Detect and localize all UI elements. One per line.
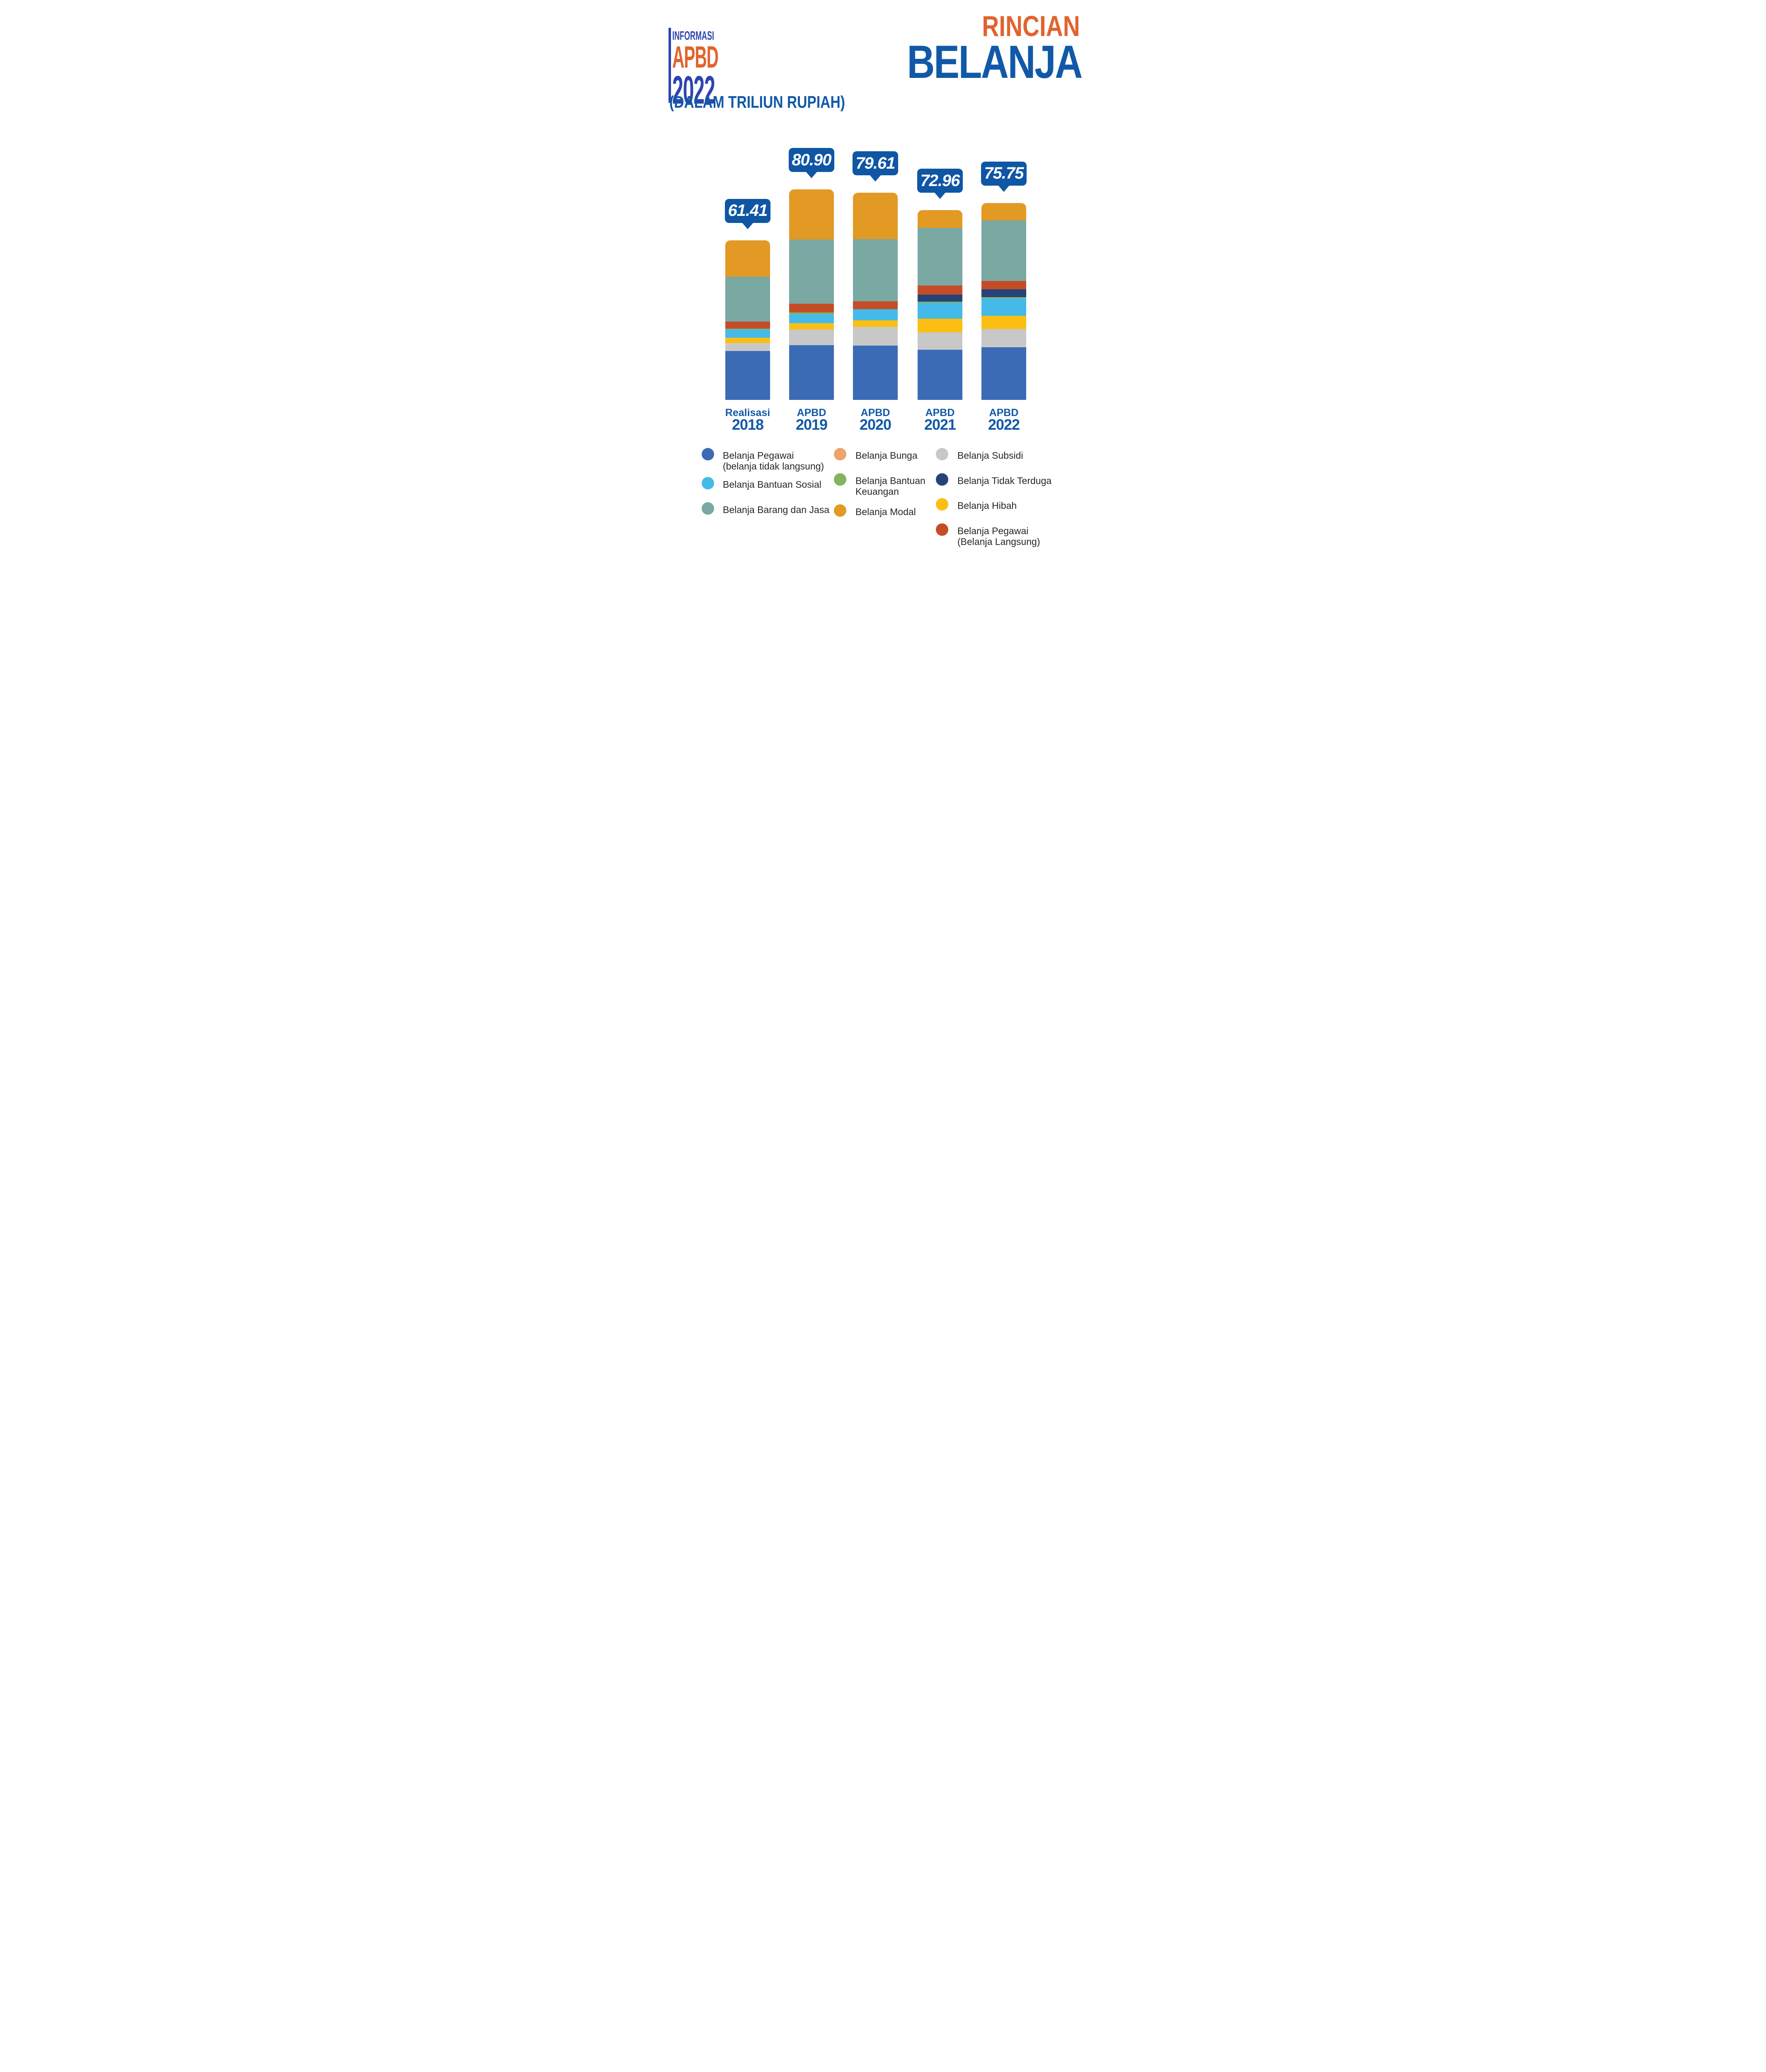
bar-2018 <box>725 240 770 400</box>
segment-pegawai_tidak_langsung-2022 <box>981 347 1026 400</box>
bar-label-year-2018: 2018 <box>732 416 764 433</box>
bar-label-prefix-2018: Realisasi <box>725 407 770 419</box>
bar-2022 <box>981 203 1026 400</box>
segment-subsidi-2020 <box>853 327 898 346</box>
legend-dot-hibah <box>936 498 948 511</box>
callout-pointer-2021 <box>935 193 945 199</box>
logo-accent-bar <box>669 28 671 103</box>
page-title-belanja: BELANJA <box>907 36 1083 88</box>
segment-pegawai_langsung-2019 <box>789 303 834 313</box>
segment-hibah-2018 <box>725 338 770 343</box>
infographic-page: INFORMASI APBD 2022 RINCIAN BELANJA (DAL… <box>662 0 1104 553</box>
segment-barang_jasa-2021 <box>918 228 962 286</box>
value-callout-2019: 80.90 <box>789 148 834 172</box>
segment-tidak_terduga-2021 <box>918 294 962 302</box>
bar-2019 <box>789 189 834 400</box>
segment-bantuan_sosial-2021 <box>918 303 962 319</box>
segment-pegawai_langsung-2021 <box>918 285 962 295</box>
callout-pointer-2018 <box>742 223 753 229</box>
legend-label-bunga: Belanja Bunga <box>855 450 918 461</box>
legend-dot-modal <box>834 504 846 517</box>
segment-hibah-2020 <box>853 320 898 327</box>
segment-pegawai_langsung-2022 <box>981 281 1026 290</box>
segment-subsidi-2018 <box>725 343 770 351</box>
bar-label-prefix-2019: APBD <box>797 407 826 419</box>
segment-modal-2021 <box>918 210 962 228</box>
legend-dot-subsidi <box>936 448 948 460</box>
legend-label-bantuan_keuangan: Belanja Bantuan Keuangan <box>855 475 925 497</box>
segment-bantuan_sosial-2018 <box>725 329 770 338</box>
segment-bantuan_sosial-2019 <box>789 314 834 323</box>
callout-pointer-2020 <box>870 175 881 182</box>
bar-label-prefix-2022: APBD <box>989 407 1019 419</box>
callout-pointer-2019 <box>806 172 817 179</box>
bar-label-year-2021: 2021 <box>924 416 956 433</box>
legend-label-barang_jasa: Belanja Barang dan Jasa <box>723 504 830 515</box>
logo-informasi: INFORMASI <box>672 29 714 43</box>
segment-barang_jasa-2019 <box>789 240 834 304</box>
page-subtitle: (DALAM TRILIUN RUPIAH) <box>669 92 845 111</box>
value-callout-2020: 79.61 <box>853 151 898 176</box>
segment-modal-2019 <box>789 189 834 240</box>
segment-hibah-2019 <box>789 323 834 329</box>
segment-bantuan_keuangan-2021 <box>918 302 962 303</box>
segment-bantuan_keuangan-2022 <box>981 297 1026 298</box>
segment-tidak_terduga-2022 <box>981 289 1026 297</box>
segment-bantuan_keuangan-2019 <box>789 312 834 315</box>
segment-pegawai_langsung-2020 <box>853 301 898 309</box>
legend-label-modal: Belanja Modal <box>855 506 916 517</box>
value-callout-2018: 61.41 <box>725 198 770 223</box>
segment-modal-2018 <box>725 240 770 277</box>
callout-pointer-2022 <box>998 185 1009 192</box>
legend-dot-tidak_terduga <box>936 473 948 486</box>
bar-label-year-2019: 2019 <box>795 416 828 433</box>
segment-subsidi-2022 <box>981 329 1026 348</box>
bar-label-prefix-2020: APBD <box>860 407 890 419</box>
bar-2021 <box>918 210 962 400</box>
legend-dot-pegawai_tidak_langsung <box>702 448 714 460</box>
segment-barang_jasa-2018 <box>725 276 770 322</box>
legend-dot-bunga <box>834 448 846 460</box>
legend-label-bantuan_sosial: Belanja Bantuan Sosial <box>723 479 821 490</box>
value-callout-2022: 75.75 <box>981 161 1027 186</box>
segment-bantuan_sosial-2020 <box>853 309 898 320</box>
logo-apbd: APBD <box>672 40 719 74</box>
segment-modal-2020 <box>853 193 898 239</box>
value-callout-2021: 72.96 <box>917 169 963 193</box>
segment-bantuan_sosial-2022 <box>981 298 1026 316</box>
bar-label-year-2020: 2020 <box>859 416 891 433</box>
segment-hibah-2022 <box>981 315 1026 329</box>
legend-label-pegawai_tidak_langsung: Belanja Pegawai (belanja tidak langsung) <box>723 450 824 472</box>
legend-dot-pegawai_langsung <box>936 523 948 536</box>
logo-year: 2022 <box>672 68 715 112</box>
segment-barang_jasa-2022 <box>981 220 1026 281</box>
segment-pegawai_tidak_langsung-2019 <box>789 345 834 400</box>
legend-label-pegawai_langsung: Belanja Pegawai (Belanja Langsung) <box>957 525 1040 547</box>
segment-subsidi-2019 <box>789 329 834 346</box>
legend-dot-bantuan_keuangan <box>834 473 846 486</box>
segment-pegawai_tidak_langsung-2020 <box>853 346 898 400</box>
segment-pegawai_tidak_langsung-2018 <box>725 351 770 400</box>
bar-label-year-2022: 2022 <box>988 416 1020 433</box>
segment-pegawai_tidak_langsung-2021 <box>918 349 962 400</box>
segment-modal-2022 <box>981 203 1026 220</box>
segment-barang_jasa-2020 <box>853 239 898 301</box>
segment-pegawai_langsung-2018 <box>725 322 770 329</box>
segment-subsidi-2021 <box>918 332 962 350</box>
legend-dot-barang_jasa <box>702 502 714 515</box>
legend-label-hibah: Belanja Hibah <box>957 500 1017 511</box>
segment-hibah-2021 <box>918 319 962 332</box>
page-title-rincian: RINCIAN <box>982 10 1080 42</box>
bar-2020 <box>853 193 898 400</box>
legend-label-subsidi: Belanja Subsidi <box>957 450 1023 461</box>
legend-label-tidak_terduga: Belanja Tidak Terduga <box>957 475 1052 486</box>
legend-dot-bantuan_sosial <box>702 477 714 489</box>
bar-label-prefix-2021: APBD <box>925 407 955 419</box>
